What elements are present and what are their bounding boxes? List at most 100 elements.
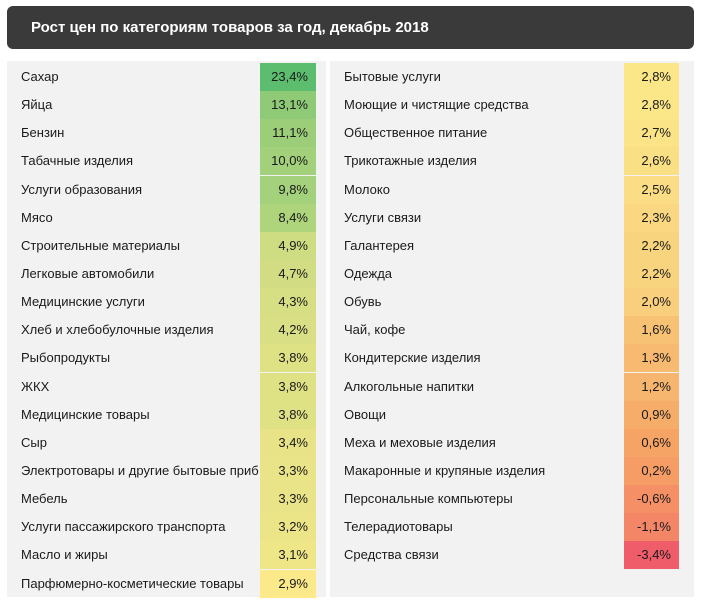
category-label: Одежда xyxy=(344,265,393,281)
table-row: Бытовые услуги 2,8% xyxy=(330,63,694,91)
table-row: Обувь 2,0% xyxy=(330,288,694,317)
value-cell: 2,6% xyxy=(624,147,679,176)
table-row: Трикотажные изделия 2,6% xyxy=(330,147,694,176)
table-row: Меха и меховые изделия 0,6% xyxy=(330,428,694,457)
category-label: Телерадиотовары xyxy=(344,519,453,535)
table-row: Галантерея 2,2% xyxy=(330,231,694,260)
category-label: Бензин xyxy=(21,125,65,141)
table-row: Легковые автомобили 4,7% xyxy=(7,259,326,288)
table-row: Услуги пассажирского транспорта 3,2% xyxy=(7,513,326,542)
table-row: Мясо 8,4% xyxy=(7,203,326,232)
value-cell: 3,1% xyxy=(260,541,316,570)
table-row: Овощи 0,9% xyxy=(330,400,694,429)
category-label: Чай, кофе xyxy=(344,322,406,338)
category-label: Медицинские товары xyxy=(21,406,150,422)
value-cell: 2,9% xyxy=(260,569,316,598)
category-label: Услуги образования xyxy=(21,181,143,197)
category-label: Макаронные и крупяные изделия xyxy=(344,462,546,478)
value-cell: 4,9% xyxy=(260,231,316,260)
category-label: Обувь xyxy=(344,294,382,310)
category-label: Меха и меховые изделия xyxy=(344,434,496,450)
value-cell: 3,4% xyxy=(260,428,316,457)
category-label: Алкогольные напитки xyxy=(344,378,475,394)
value-cell: 13,1% xyxy=(260,91,316,120)
table-row: Средства связи -3,4% xyxy=(330,541,694,570)
chart-title: Рост цен по категориям товаров за год, д… xyxy=(7,6,694,49)
table-row: Одежда 2,2% xyxy=(330,259,694,288)
value-cell: 10,0% xyxy=(260,147,316,176)
value-cell: 1,2% xyxy=(624,372,679,401)
category-label: Мебель xyxy=(21,491,68,507)
category-label: Строительные материалы xyxy=(21,237,180,253)
value-cell: 0,6% xyxy=(624,428,679,457)
table-row: Молоко 2,5% xyxy=(330,175,694,204)
value-cell: 0,2% xyxy=(624,456,679,485)
value-cell: 2,5% xyxy=(624,175,679,204)
value-cell: 3,8% xyxy=(260,400,316,429)
value-cell: 2,8% xyxy=(624,91,679,120)
category-label: Средства связи xyxy=(344,547,439,563)
category-label: Кондитерские изделия xyxy=(344,350,481,366)
category-label: Масло и жиры xyxy=(21,547,108,563)
value-cell: 2,2% xyxy=(624,259,679,288)
category-label: Бытовые услуги xyxy=(344,69,441,84)
table-row: Медицинские услуги 4,3% xyxy=(7,288,326,317)
table-row: Рыбопродукты 3,8% xyxy=(7,344,326,373)
value-cell: 4,2% xyxy=(260,316,316,345)
value-cell: 1,6% xyxy=(624,316,679,345)
value-cell: 23,4% xyxy=(260,63,316,91)
category-label: Услуги пассажирского транспорта xyxy=(21,519,226,535)
value-cell: 3,2% xyxy=(260,513,316,542)
value-cell: -0,6% xyxy=(624,485,679,514)
table-row: Строительные материалы 4,9% xyxy=(7,231,326,260)
value-cell: 11,1% xyxy=(260,119,316,148)
category-label: Хлеб и хлебобулочные изделия xyxy=(21,322,214,338)
table-row: Телерадиотовары -1,1% xyxy=(330,513,694,542)
category-label: Медицинские услуги xyxy=(21,294,145,310)
category-label: Легковые автомобили xyxy=(21,265,155,281)
value-cell: 2,3% xyxy=(624,203,679,232)
table-row: Персональные компьютеры -0,6% xyxy=(330,485,694,514)
table-row: Чай, кофе 1,6% xyxy=(330,316,694,345)
table-row: Яйца 13,1% xyxy=(7,91,326,120)
table-row: Услуги образования 9,8% xyxy=(7,175,326,204)
category-label: Галантерея xyxy=(344,237,415,253)
category-label: Сыр xyxy=(21,434,47,450)
table-row: ЖКХ 3,8% xyxy=(7,372,326,401)
table-row: Моющие и чистящие средства 2,8% xyxy=(330,91,694,120)
value-cell: 2,7% xyxy=(624,119,679,148)
table-row: Медицинские товары 3,8% xyxy=(7,400,326,429)
category-label: Яйца xyxy=(21,97,53,113)
table-row: Сыр 3,4% xyxy=(7,428,326,457)
category-label: Моющие и чистящие средства xyxy=(344,97,529,113)
value-cell: 3,3% xyxy=(260,456,316,485)
value-cell: 4,3% xyxy=(260,288,316,317)
table-row: Хлеб и хлебобулочные изделия 4,2% xyxy=(7,316,326,345)
value-cell: 4,7% xyxy=(260,259,316,288)
table-row: Общественное питание 2,7% xyxy=(330,119,694,148)
category-label: Услуги связи xyxy=(344,209,422,225)
category-label: Персональные компьютеры xyxy=(344,491,513,507)
table-right-column: Бытовые услуги 2,8% Моющие и чистящие сред… xyxy=(330,61,694,597)
value-cell: 3,3% xyxy=(260,485,316,514)
category-label: Табачные изделия xyxy=(21,153,134,169)
table-row: Мебель 3,3% xyxy=(7,485,326,514)
table-row: Масло и жиры 3,1% xyxy=(7,541,326,570)
category-label: Овощи xyxy=(344,406,387,422)
table-row: Бензин 11,1% xyxy=(7,119,326,148)
category-label: Общественное питание xyxy=(344,125,488,141)
table-left-column: Сахар 23,4% Яйца 13,1% Бензин 11,1% Табачные и… xyxy=(7,61,326,598)
value-cell: 9,8% xyxy=(260,175,316,204)
table-row: Сахар 23,4% xyxy=(7,63,326,91)
value-cell: -1,1% xyxy=(624,513,679,542)
category-label: Молоко xyxy=(344,181,390,197)
category-label: Сахар xyxy=(21,69,59,84)
table-row: Услуги связи 2,3% xyxy=(330,203,694,232)
category-label: Рыбопродукты xyxy=(21,350,111,366)
value-cell: 3,8% xyxy=(260,344,316,373)
table-row: Электротовары и другие бытовые приб 3,3% xyxy=(7,456,326,485)
table-row: Алкогольные напитки 1,2% xyxy=(330,372,694,401)
value-cell: 0,9% xyxy=(624,400,679,429)
table-row: Макаронные и крупяные изделия 0,2% xyxy=(330,456,694,485)
value-cell: 1,3% xyxy=(624,344,679,373)
